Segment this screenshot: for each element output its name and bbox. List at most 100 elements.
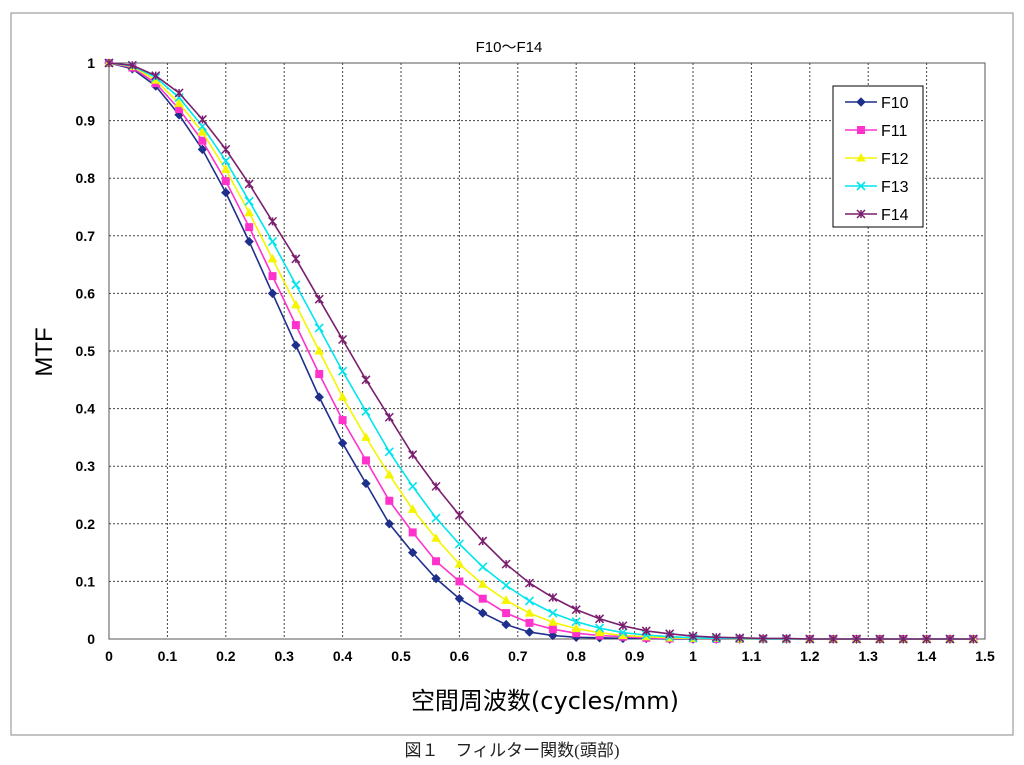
data-point-f14 xyxy=(688,631,698,641)
legend-label: F11 xyxy=(881,123,907,140)
legend: F10 F11 F12 F13 F14 xyxy=(832,85,924,228)
data-point-f10 xyxy=(314,392,324,402)
data-point-f14 xyxy=(104,58,114,68)
x-tick-label: 0.3 xyxy=(274,648,294,664)
data-point-f12 xyxy=(594,627,605,637)
x-tick-label: 0 xyxy=(105,648,113,664)
data-point-f13 xyxy=(618,628,628,638)
legend-label: F12 xyxy=(881,151,909,168)
data-point-f12 xyxy=(454,559,465,568)
y-tick-label: 0.6 xyxy=(76,285,96,301)
data-point-f14 xyxy=(711,632,721,642)
y-tick-label: 0.2 xyxy=(76,516,96,532)
data-point-f10 xyxy=(384,519,395,529)
data-point-f13 xyxy=(594,623,605,633)
data-point-f14 xyxy=(174,88,184,98)
data-point-f12 xyxy=(220,164,231,174)
y-tick-label: 0 xyxy=(87,631,95,647)
data-point-f13 xyxy=(641,630,651,640)
data-point-f14 xyxy=(828,634,838,644)
data-point-f11 xyxy=(408,528,417,537)
data-point-f14 xyxy=(735,633,745,643)
data-point-f13 xyxy=(384,447,394,457)
data-point-f10 xyxy=(361,478,371,489)
data-point-f14 xyxy=(338,334,348,345)
x-tick-label: 0.1 xyxy=(158,648,178,664)
data-point-f12 xyxy=(267,253,278,263)
data-point-f12 xyxy=(407,504,418,513)
data-point-f13 xyxy=(548,608,558,618)
x-tick-label: 0.8 xyxy=(566,648,586,664)
data-point-f13 xyxy=(501,580,511,590)
legend-box xyxy=(832,85,924,228)
data-point-f14 xyxy=(875,634,885,644)
data-point-f12 xyxy=(571,623,582,633)
data-point-f14 xyxy=(805,634,815,644)
data-point-f11 xyxy=(455,577,464,586)
data-point-f11 xyxy=(385,496,394,505)
data-point-f13 xyxy=(408,481,418,491)
grid-lines xyxy=(109,63,985,639)
data-point-f14 xyxy=(197,114,207,124)
data-point-f12 xyxy=(291,299,301,309)
data-point-f14 xyxy=(408,450,418,460)
data-point-f13 xyxy=(314,323,324,333)
data-point-f10 xyxy=(501,619,511,630)
x-tick-label: 0.6 xyxy=(450,648,470,664)
data-point-f14 xyxy=(524,578,535,588)
data-point-f14 xyxy=(244,179,254,189)
x-tick-label: 0.4 xyxy=(333,648,353,664)
data-point-f12 xyxy=(197,127,208,136)
y-tick-label: 0.9 xyxy=(76,113,96,129)
x-tick-label: 0.9 xyxy=(625,648,645,664)
x-tick-label: 1.5 xyxy=(975,648,995,664)
legend-marker xyxy=(856,152,866,162)
data-point-f13 xyxy=(361,406,371,417)
data-point-f12 xyxy=(384,469,395,479)
data-point-f11 xyxy=(502,609,511,618)
data-point-f12 xyxy=(524,608,535,617)
data-point-f11 xyxy=(198,136,207,145)
data-point-f12 xyxy=(174,98,184,107)
data-point-f14 xyxy=(548,592,558,603)
y-tick-label: 0.7 xyxy=(76,228,96,244)
data-point-f10 xyxy=(267,288,278,299)
series-layer xyxy=(104,57,979,644)
legend-item-f11: F11 xyxy=(845,123,907,140)
data-point-f12 xyxy=(314,345,325,355)
x-tick-label: 1.2 xyxy=(800,648,820,664)
data-point-f11 xyxy=(268,272,277,281)
data-point-f13 xyxy=(571,617,581,627)
data-point-f13 xyxy=(221,156,231,166)
data-point-f12 xyxy=(361,432,371,441)
data-point-f14 xyxy=(851,634,862,644)
legend-item-f10: F10 xyxy=(845,95,909,112)
data-point-f10 xyxy=(407,547,418,558)
y-tick-label: 1 xyxy=(87,55,95,71)
data-point-f14 xyxy=(384,412,394,422)
x-tick-label: 1 xyxy=(689,648,697,664)
x-tick-label: 1.3 xyxy=(858,648,878,664)
y-axis-label: MTF xyxy=(31,327,58,376)
legend-marker xyxy=(856,181,866,191)
data-point-f13 xyxy=(478,562,488,572)
data-point-f14 xyxy=(945,634,955,644)
data-point-f11 xyxy=(315,370,324,379)
data-point-f10 xyxy=(291,340,301,350)
legend-item-f13: F13 xyxy=(845,179,909,196)
x-tick-label: 1.4 xyxy=(917,648,937,664)
figure-caption: 図１ フィルター関数(頭部) xyxy=(404,741,620,760)
y-tick-label: 0.3 xyxy=(76,458,96,474)
y-tick-label: 0.4 xyxy=(76,401,96,417)
data-point-f12 xyxy=(547,617,558,626)
data-point-f13 xyxy=(267,236,278,247)
data-point-f14 xyxy=(361,375,371,385)
data-point-f14 xyxy=(127,60,137,70)
data-point-f10 xyxy=(548,630,558,641)
data-point-f14 xyxy=(431,481,441,491)
data-point-f10 xyxy=(221,187,231,198)
legend-label: F10 xyxy=(881,95,909,112)
data-point-f14 xyxy=(291,254,301,264)
data-point-f10 xyxy=(337,438,348,448)
data-point-f14 xyxy=(968,634,978,644)
